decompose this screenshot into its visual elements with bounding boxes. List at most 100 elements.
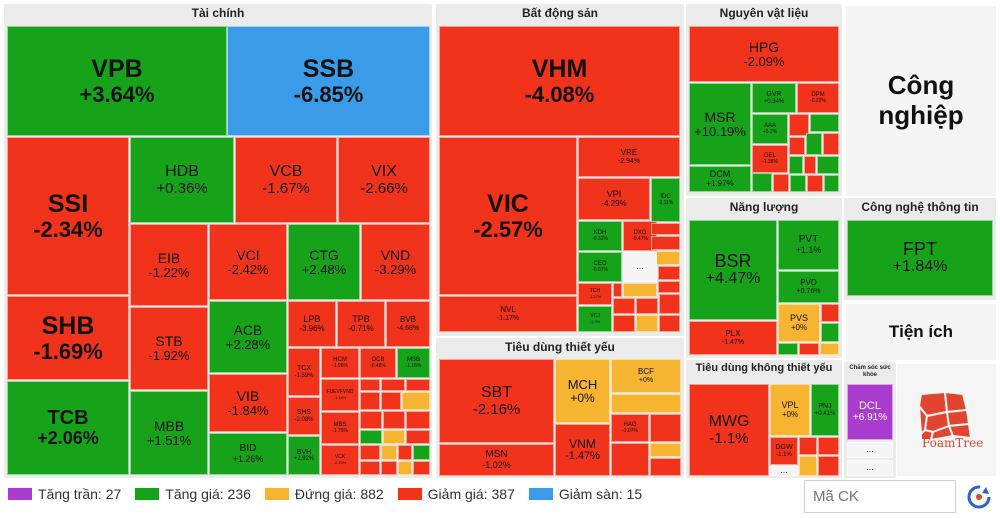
- stock-tile-fpt[interactable]: FPT +1.84%: [847, 220, 993, 296]
- stock-tile-mch[interactable]: MCH +0%: [555, 359, 610, 423]
- stock-tile-small[interactable]: [650, 414, 681, 442]
- more-stocks-tile[interactable]: ...: [847, 460, 893, 476]
- category-tien-ich[interactable]: Tiện ích: [846, 304, 996, 360]
- stock-tile-small[interactable]: [360, 445, 380, 460]
- stock-tile-small[interactable]: [383, 411, 405, 429]
- stock-tile-bcf[interactable]: BCF +0%: [611, 359, 681, 393]
- stock-tile-small[interactable]: [398, 461, 412, 475]
- stock-tile-small[interactable]: [650, 458, 681, 476]
- stock-tile-vpi[interactable]: VPI -4.29%: [578, 178, 650, 220]
- stock-tile-bvh[interactable]: BVH +2.92%: [288, 436, 320, 475]
- stock-tile-vre[interactable]: VRE -2.94%: [578, 137, 680, 177]
- stock-tile-vck[interactable]: VCK -2.49%: [321, 445, 359, 475]
- category-cong-nghiep[interactable]: Công nghiệp: [846, 6, 996, 196]
- stock-tile-small[interactable]: [659, 294, 680, 314]
- stock-tile-gvr[interactable]: GVR +0.34%: [752, 83, 796, 113]
- stock-tile-plx[interactable]: PLX -1.47%: [689, 321, 777, 355]
- stock-tile-small[interactable]: [658, 281, 680, 293]
- stock-tile-vhm[interactable]: VHM -4.08%: [439, 26, 680, 136]
- stock-tile-lpb[interactable]: LPB -3.96%: [288, 301, 336, 347]
- stock-tile-idc[interactable]: IDC -3.11%: [651, 178, 680, 222]
- stock-tile-small[interactable]: [823, 133, 839, 155]
- stock-tile-vib[interactable]: VIB -1.84%: [209, 374, 287, 432]
- refresh-button[interactable]: [966, 484, 992, 510]
- legend-item-flat[interactable]: Đứng giá: 882: [264, 486, 384, 502]
- stock-tile-small[interactable]: [789, 137, 805, 155]
- stock-tile-small[interactable]: [773, 174, 789, 192]
- stock-tile-small[interactable]: [804, 156, 816, 174]
- stock-tile-small[interactable]: [636, 315, 658, 332]
- stock-tile-ceo[interactable]: CEO -0.07%: [578, 252, 622, 282]
- stock-tile-small[interactable]: [381, 379, 405, 391]
- legend-item-up[interactable]: Tăng giá: 236: [135, 486, 251, 502]
- stock-tile-msr[interactable]: MSR +10.19%: [689, 83, 751, 165]
- stock-tile-small[interactable]: [789, 156, 803, 174]
- stock-tile-ssi[interactable]: SSI -2.34%: [7, 137, 129, 295]
- stock-tile-small[interactable]: [799, 437, 817, 455]
- stock-tile-bsr[interactable]: BSR +4.47%: [689, 220, 777, 320]
- stock-tile-aaa[interactable]: AAA +5.2%: [752, 114, 788, 144]
- stock-tile-small[interactable]: [810, 114, 839, 132]
- stock-tile-small[interactable]: [799, 456, 817, 476]
- stock-tile-small[interactable]: [778, 343, 798, 355]
- stock-tile-pnj[interactable]: PNJ +0.41%: [811, 384, 839, 436]
- stock-tile-small[interactable]: [818, 437, 839, 455]
- stock-tile-ssb[interactable]: SSB -6.85%: [227, 26, 430, 136]
- stock-tile-small[interactable]: [611, 394, 681, 413]
- stock-tile-sbt[interactable]: SBT -2.16%: [439, 359, 554, 443]
- stock-tile-pvd[interactable]: PVD +0.76%: [778, 271, 839, 303]
- stock-tile-small[interactable]: [651, 236, 680, 250]
- stock-code-search-input[interactable]: [804, 480, 956, 513]
- stock-tile-vcb[interactable]: VCB -1.67%: [235, 137, 337, 223]
- stock-tile-small[interactable]: [650, 443, 681, 457]
- stock-tile-small[interactable]: [807, 175, 823, 192]
- stock-tile-small[interactable]: [360, 379, 380, 391]
- more-stocks-tile[interactable]: ...: [770, 466, 798, 476]
- stock-tile-small[interactable]: [613, 298, 635, 314]
- stock-tile-bvb[interactable]: BVB -4.68%: [386, 301, 430, 347]
- stock-tile-vpb[interactable]: VPB +3.64%: [7, 26, 227, 136]
- stock-tile-small[interactable]: [406, 430, 430, 444]
- stock-tile-small[interactable]: [613, 283, 622, 297]
- stock-tile-eib[interactable]: EIB -1.22%: [130, 224, 208, 306]
- stock-tile-stb[interactable]: STB -1.92%: [130, 307, 208, 390]
- stock-tile-small[interactable]: [413, 461, 430, 475]
- stock-tile-kdh[interactable]: KDH -0.32%: [578, 221, 622, 251]
- stock-tile-small[interactable]: [406, 411, 430, 429]
- stock-tile-small[interactable]: [383, 430, 405, 444]
- stock-tile-small[interactable]: [360, 411, 382, 429]
- stock-tile-small[interactable]: [623, 283, 657, 297]
- stock-tile-msn[interactable]: MSN -1.02%: [439, 444, 554, 476]
- stock-tile-mbb[interactable]: MBB +1.51%: [130, 391, 208, 475]
- stock-tile-mbs[interactable]: MBS -1.76%: [321, 412, 359, 444]
- stock-tile-small[interactable]: [658, 266, 680, 280]
- stock-tile-small[interactable]: [651, 223, 680, 235]
- stock-tile-small[interactable]: [360, 430, 382, 444]
- stock-tile-gel[interactable]: GEL -1.38%: [752, 145, 788, 173]
- stock-tile-dpm[interactable]: DPM -0.22%: [797, 83, 839, 113]
- stock-tile-small[interactable]: [381, 392, 401, 410]
- stock-tile-msb[interactable]: MSB -1.16%: [397, 348, 430, 378]
- stock-tile-acb[interactable]: ACB +2.28%: [209, 301, 287, 373]
- stock-tile-small[interactable]: [790, 175, 806, 192]
- stock-tile-small[interactable]: [406, 379, 430, 391]
- stock-tile-small[interactable]: [818, 456, 839, 476]
- stock-tile-small[interactable]: [789, 114, 809, 136]
- stock-tile-vnd[interactable]: VND -3.29%: [361, 224, 430, 300]
- stock-tile-vpl[interactable]: VPL +0%: [770, 384, 810, 436]
- stock-tile-vnm[interactable]: VNM -1.47%: [555, 424, 610, 476]
- stock-tile-fuevfvnd[interactable]: FUEVFVND -1.14%: [321, 379, 359, 411]
- stock-tile-tcx[interactable]: TCX -1.59%: [288, 348, 320, 396]
- stock-tile-small[interactable]: [360, 392, 380, 410]
- stock-tile-small[interactable]: [817, 156, 839, 174]
- stock-tile-small[interactable]: [611, 443, 649, 476]
- stock-tile-small[interactable]: [413, 445, 430, 460]
- stock-tile-dcm[interactable]: DCM +1.97%: [689, 166, 751, 192]
- stock-tile-small[interactable]: [659, 315, 680, 332]
- legend-item-floor[interactable]: Giảm sàn: 15: [528, 486, 642, 502]
- more-stocks-tile[interactable]: ...: [623, 252, 657, 282]
- stock-tile-small[interactable]: [360, 461, 380, 475]
- stock-tile-mwg[interactable]: MWG -1.1%: [689, 384, 769, 476]
- stock-tile-small[interactable]: [402, 392, 430, 410]
- stock-tile-dcl[interactable]: DCL +6.91%: [847, 384, 893, 440]
